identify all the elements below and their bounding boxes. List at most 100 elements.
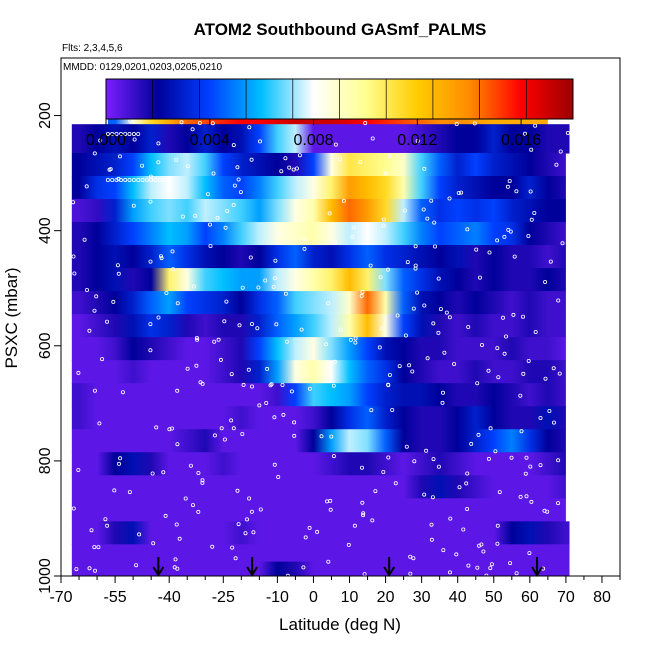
sample-point — [402, 208, 407, 213]
sample-point — [529, 217, 534, 222]
sample-point — [200, 480, 205, 485]
sample-point — [264, 400, 269, 405]
sample-point — [193, 213, 198, 218]
sample-point — [150, 471, 155, 476]
sample-point — [346, 542, 351, 547]
sample-point — [301, 565, 306, 570]
sample-point — [430, 495, 435, 500]
sample-point — [224, 299, 229, 304]
sample-point — [523, 471, 528, 476]
sample-point — [92, 151, 97, 156]
sample-point — [268, 383, 273, 388]
sample-point — [231, 202, 236, 207]
sample-point — [110, 177, 115, 182]
sample-point — [497, 490, 502, 495]
x-tick-label: -25 — [212, 589, 235, 606]
sample-point — [208, 243, 213, 248]
sample-point — [111, 299, 116, 304]
sample-point — [413, 266, 418, 271]
sample-point — [197, 121, 202, 126]
sample-point — [502, 234, 507, 239]
sample-point — [429, 537, 434, 542]
sample-point — [148, 348, 153, 353]
sample-point — [412, 459, 417, 464]
sample-point — [377, 345, 382, 350]
sample-point — [131, 177, 136, 182]
heatmap-row — [71, 498, 566, 522]
sample-point — [378, 275, 383, 280]
sample-point — [127, 177, 132, 182]
sample-point — [229, 418, 234, 423]
sample-point — [405, 260, 410, 265]
x-tick-label: 80 — [593, 589, 611, 606]
sample-point — [156, 160, 161, 165]
sample-point — [134, 563, 139, 568]
sample-point — [538, 463, 543, 468]
sample-point — [87, 328, 92, 333]
sample-point — [222, 319, 227, 324]
sample-point — [403, 333, 408, 338]
sample-point — [156, 141, 161, 146]
sample-point — [495, 523, 500, 528]
sample-point — [179, 120, 184, 125]
sample-point — [475, 381, 480, 386]
sample-point — [115, 263, 120, 268]
sample-point — [332, 359, 337, 364]
sample-point — [255, 326, 260, 331]
sample-point — [118, 131, 123, 136]
sample-point — [457, 485, 462, 490]
sample-point — [495, 346, 500, 351]
sample-point — [185, 164, 190, 169]
sample-point — [397, 364, 402, 369]
sample-point — [519, 429, 524, 434]
sample-point — [381, 217, 386, 222]
sample-point — [326, 301, 331, 306]
sample-point — [154, 425, 159, 430]
flights-note: Flts: 2,3,4,5,6 — [62, 43, 123, 54]
x-tick-label: -55 — [104, 589, 127, 606]
sample-point — [424, 448, 429, 453]
sample-point — [105, 523, 110, 528]
sample-point — [280, 382, 285, 387]
sample-point — [507, 178, 512, 183]
sample-point — [379, 326, 384, 331]
sample-point — [319, 434, 324, 439]
sample-point — [386, 382, 391, 387]
sample-point — [281, 412, 286, 417]
sample-point — [369, 408, 374, 413]
sample-point — [212, 339, 217, 344]
sample-point — [131, 203, 136, 208]
sample-point — [71, 200, 76, 205]
sample-point — [215, 215, 220, 220]
sample-point — [438, 307, 443, 312]
heatmap-row — [71, 314, 566, 338]
sample-point — [508, 229, 513, 234]
sample-point — [431, 457, 436, 462]
sample-point — [505, 184, 510, 189]
sample-point — [216, 337, 221, 342]
sample-point — [246, 367, 251, 372]
sample-point — [326, 559, 331, 564]
sample-point — [456, 190, 461, 195]
sample-point — [477, 275, 482, 280]
sample-point — [454, 122, 459, 127]
sample-point — [370, 518, 375, 523]
sample-point — [274, 322, 279, 327]
x-tick-label: 70 — [557, 589, 575, 606]
latitude-arrow-head — [531, 566, 543, 577]
sample-point — [132, 137, 137, 142]
sample-point — [283, 291, 288, 296]
sample-point — [163, 513, 168, 518]
sample-point — [556, 501, 561, 506]
sample-point — [526, 358, 531, 363]
sample-point — [556, 458, 561, 463]
sample-point — [223, 225, 228, 230]
sample-point — [153, 177, 158, 182]
sample-point — [240, 431, 245, 436]
heatmap-row — [71, 175, 566, 200]
sample-point — [103, 517, 108, 522]
sample-point — [241, 382, 246, 387]
sample-point — [93, 568, 98, 573]
sample-point — [283, 156, 288, 161]
